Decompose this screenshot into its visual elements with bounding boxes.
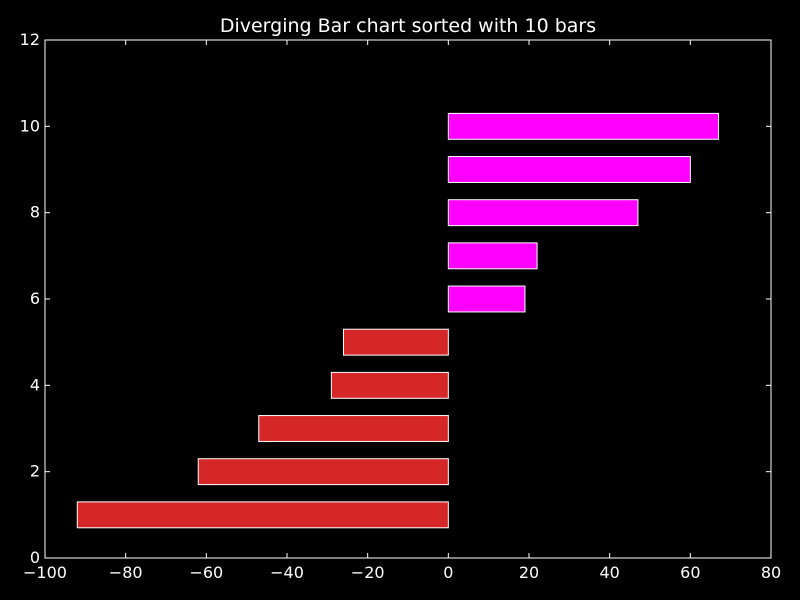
chart-title: Diverging Bar chart sorted with 10 bars [220, 15, 596, 37]
y-tick-label: 8 [30, 203, 40, 222]
x-tick-label: −20 [351, 563, 385, 582]
x-tick-label: −40 [270, 563, 304, 582]
bar-4 [330, 371, 449, 399]
bar-9 [447, 156, 691, 183]
ticks-group: −100 −80 −60 −40 −20 0 20 40 60 80 0 2 4 6 8 10 12 [20, 30, 782, 582]
x-tick-label: −80 [109, 563, 143, 582]
x-tick-label: 60 [680, 563, 700, 582]
bar-10 [447, 112, 720, 140]
bar-3 [258, 415, 449, 442]
x-tick-label: 40 [599, 563, 619, 582]
x-tick-label: −60 [189, 563, 223, 582]
bars-group [76, 112, 720, 529]
x-tick-label: 0 [443, 563, 453, 582]
x-tick-label: 20 [519, 563, 539, 582]
bar-2 [197, 458, 449, 486]
y-tick-label: 12 [20, 30, 40, 49]
y-tick-label: 4 [30, 375, 40, 394]
bar-7 [447, 242, 538, 270]
bar-6 [447, 285, 526, 313]
bar-1 [76, 501, 449, 529]
x-tick-label: −100 [23, 563, 67, 582]
y-tick-label: 2 [30, 462, 40, 481]
y-tick-label: 0 [30, 548, 40, 567]
bar-8 [447, 199, 639, 227]
y-tick-label: 10 [20, 116, 40, 135]
y-tick-label: 6 [30, 289, 40, 308]
x-tick-label: 80 [761, 563, 781, 582]
bar-5 [342, 328, 449, 356]
